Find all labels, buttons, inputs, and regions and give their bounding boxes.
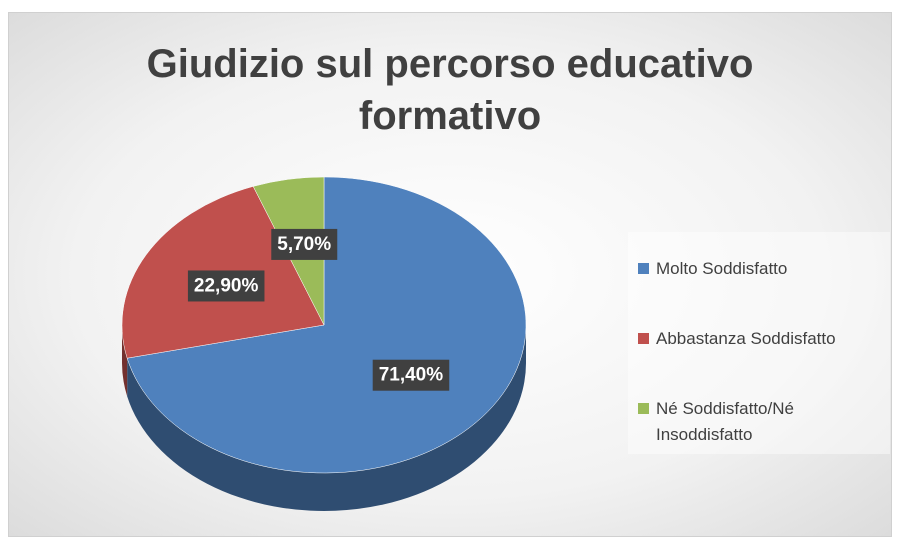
data-label: 71,40% (379, 365, 444, 386)
data-label-box (187, 270, 265, 302)
legend-label: Né Soddisfatto/Né Insoddisfatto (656, 399, 794, 444)
legend: Molto Soddisfatto Abbastanza Soddisfatto N… (628, 232, 890, 454)
chart-title: Giudizio sul percorso educativo formativ… (146, 42, 754, 138)
legend-item: Abbastanza Soddisfatto (638, 326, 883, 352)
slice (126, 176, 527, 474)
slice-side (127, 325, 526, 511)
legend-label: Molto Soddisfatto (656, 259, 788, 278)
data-label-box (372, 359, 450, 391)
legend-swatch (638, 263, 649, 274)
legend-item: Né Soddisfatto/Né Insoddisfatto (638, 396, 883, 448)
legend-label: Abbastanza Soddisfatto (656, 329, 836, 348)
data-label: 5,70% (277, 234, 331, 255)
legend-swatch (638, 333, 649, 344)
data-label-box (271, 228, 338, 260)
legend-item: Molto Soddisfatto (638, 256, 883, 282)
legend-swatch (638, 403, 649, 414)
data-label: 22,90% (194, 275, 259, 296)
